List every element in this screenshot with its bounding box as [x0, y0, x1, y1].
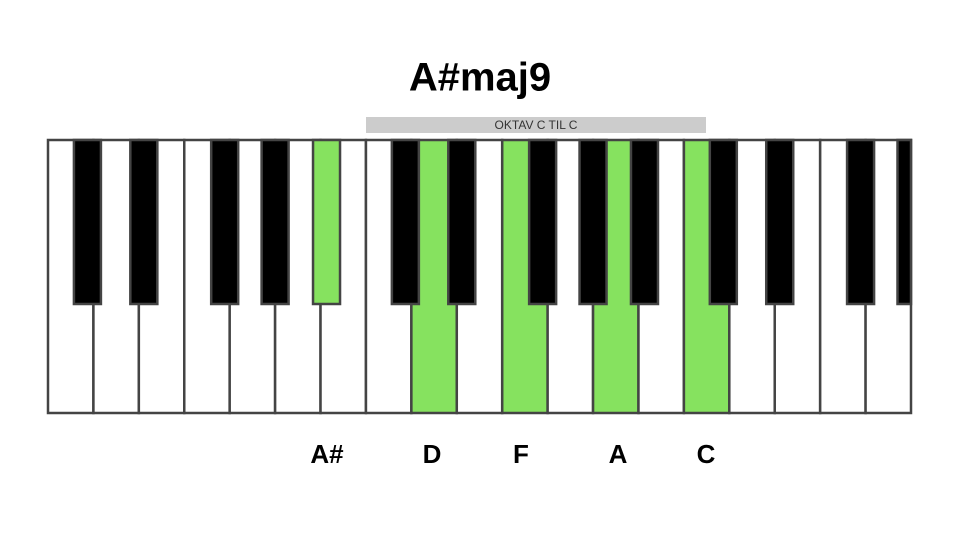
note-label: A# — [310, 439, 344, 469]
black-key — [896, 138, 913, 306]
black-key — [129, 138, 159, 306]
octave-bar — [366, 117, 706, 133]
black-key — [845, 138, 876, 306]
black-key — [447, 138, 477, 306]
black-key — [764, 138, 795, 306]
black-key — [72, 138, 103, 306]
chord-title: A#maj9 — [409, 56, 551, 100]
note-label: A — [609, 439, 628, 469]
black-key — [390, 138, 421, 306]
black-key — [311, 138, 342, 306]
black-key — [708, 138, 739, 306]
note-label: F — [513, 439, 529, 469]
note-label: D — [423, 439, 442, 469]
octave-label: OKTAV C TIL C — [495, 118, 578, 132]
keyboard — [46, 138, 913, 415]
black-key — [209, 138, 240, 306]
black-key — [578, 138, 608, 306]
black-key — [527, 138, 558, 306]
black-key — [629, 138, 660, 306]
note-label: C — [697, 439, 716, 469]
black-key — [260, 138, 290, 306]
